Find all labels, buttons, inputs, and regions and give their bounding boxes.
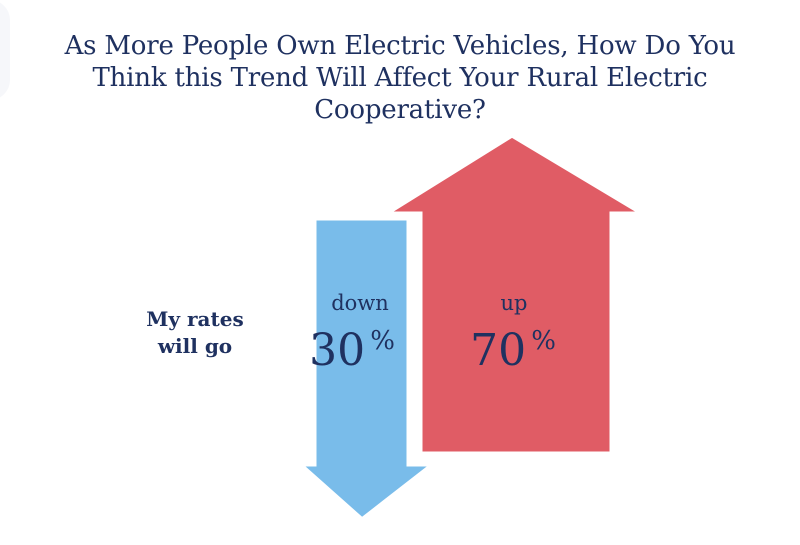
rates-label: My rates will go	[146, 307, 244, 358]
up-arrow-bar	[376, 132, 654, 457]
up-value-label: 70 %	[470, 325, 556, 376]
up-value-unit: %	[531, 326, 556, 356]
down-value-label: 30 %	[309, 325, 395, 376]
down-arrow-bar	[292, 215, 442, 524]
page-edge-decoration	[0, 0, 10, 100]
up-category-label: up	[501, 291, 528, 315]
chart-title: As More People Own Electric Vehicles, Ho…	[64, 31, 736, 125]
down-value-number: 30	[309, 325, 365, 376]
down-value-unit: %	[370, 326, 395, 356]
up-value-number: 70	[470, 325, 526, 376]
down-category-label: down	[331, 291, 389, 315]
